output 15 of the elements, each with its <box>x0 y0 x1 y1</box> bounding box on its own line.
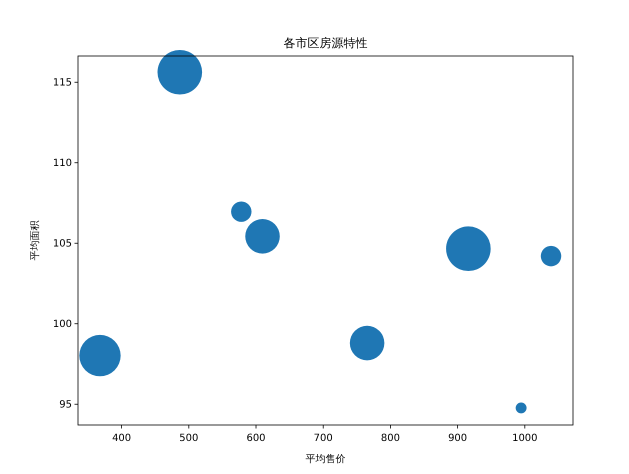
x-tick-label: 1000 <box>512 433 538 444</box>
y-tick-label: 105 <box>52 238 72 250</box>
x-axis-title: 平均售价 <box>306 453 346 465</box>
chart-title: 各市区房源特性 <box>284 36 368 50</box>
y-axis-title: 平均面积 <box>29 220 41 260</box>
y-tick-label: 115 <box>52 78 72 89</box>
x-tick-label: 900 <box>448 433 468 444</box>
x-tick-label: 800 <box>380 433 400 444</box>
x-tick-label: 400 <box>112 433 132 444</box>
x-tick-label: 500 <box>179 433 198 444</box>
y-tick-label: 110 <box>52 158 72 170</box>
x-tick-label: 700 <box>314 433 333 444</box>
y-tick-label: 95 <box>59 400 72 411</box>
x-tick-label: 600 <box>246 433 266 444</box>
y-tick-label: 100 <box>52 319 72 330</box>
